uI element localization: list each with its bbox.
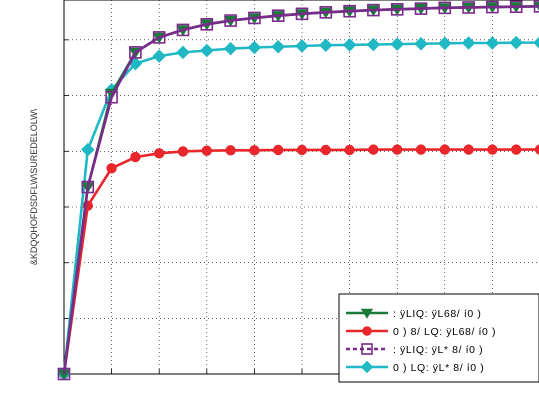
- y-axis-label: &KDQQHOFDSDFLW\SUREDELOLW\: [29, 108, 39, 265]
- data-point: [345, 145, 354, 154]
- legend-label: 0 ) LQ: ÿL* 8/ í0 ): [393, 362, 484, 374]
- legend-label: 0 ) 8/ LQ: ÿL68/ í0 ): [393, 326, 496, 338]
- data-point: [369, 145, 378, 154]
- data-point: [274, 145, 283, 154]
- legend-entry: 0 ) LQ: ÿL* 8/ í0 ): [346, 362, 484, 375]
- data-point: [107, 164, 116, 173]
- legend: : ÿLIQ: ÿL68/ í0 ) 0 ) 8/ LQ: ÿL68/ í0 ):…: [339, 294, 539, 382]
- data-point: [155, 149, 164, 158]
- data-point: [393, 145, 402, 154]
- data-point: [202, 146, 211, 155]
- data-point: [512, 145, 521, 154]
- data-point: [250, 146, 259, 155]
- data-point: [416, 145, 425, 154]
- legend-label: : ÿLIQ: ÿL68/ í0 ): [393, 308, 481, 320]
- data-point: [297, 145, 306, 154]
- data-point: [178, 147, 187, 156]
- data-point: [488, 145, 497, 154]
- data-point: [131, 152, 140, 161]
- data-point: [464, 145, 473, 154]
- data-point: [440, 145, 449, 154]
- legend-label: : ÿLIQ: ÿL* 8/ í0 ): [393, 344, 483, 356]
- data-point: [226, 146, 235, 155]
- data-point: [363, 327, 372, 336]
- data-point: [321, 145, 330, 154]
